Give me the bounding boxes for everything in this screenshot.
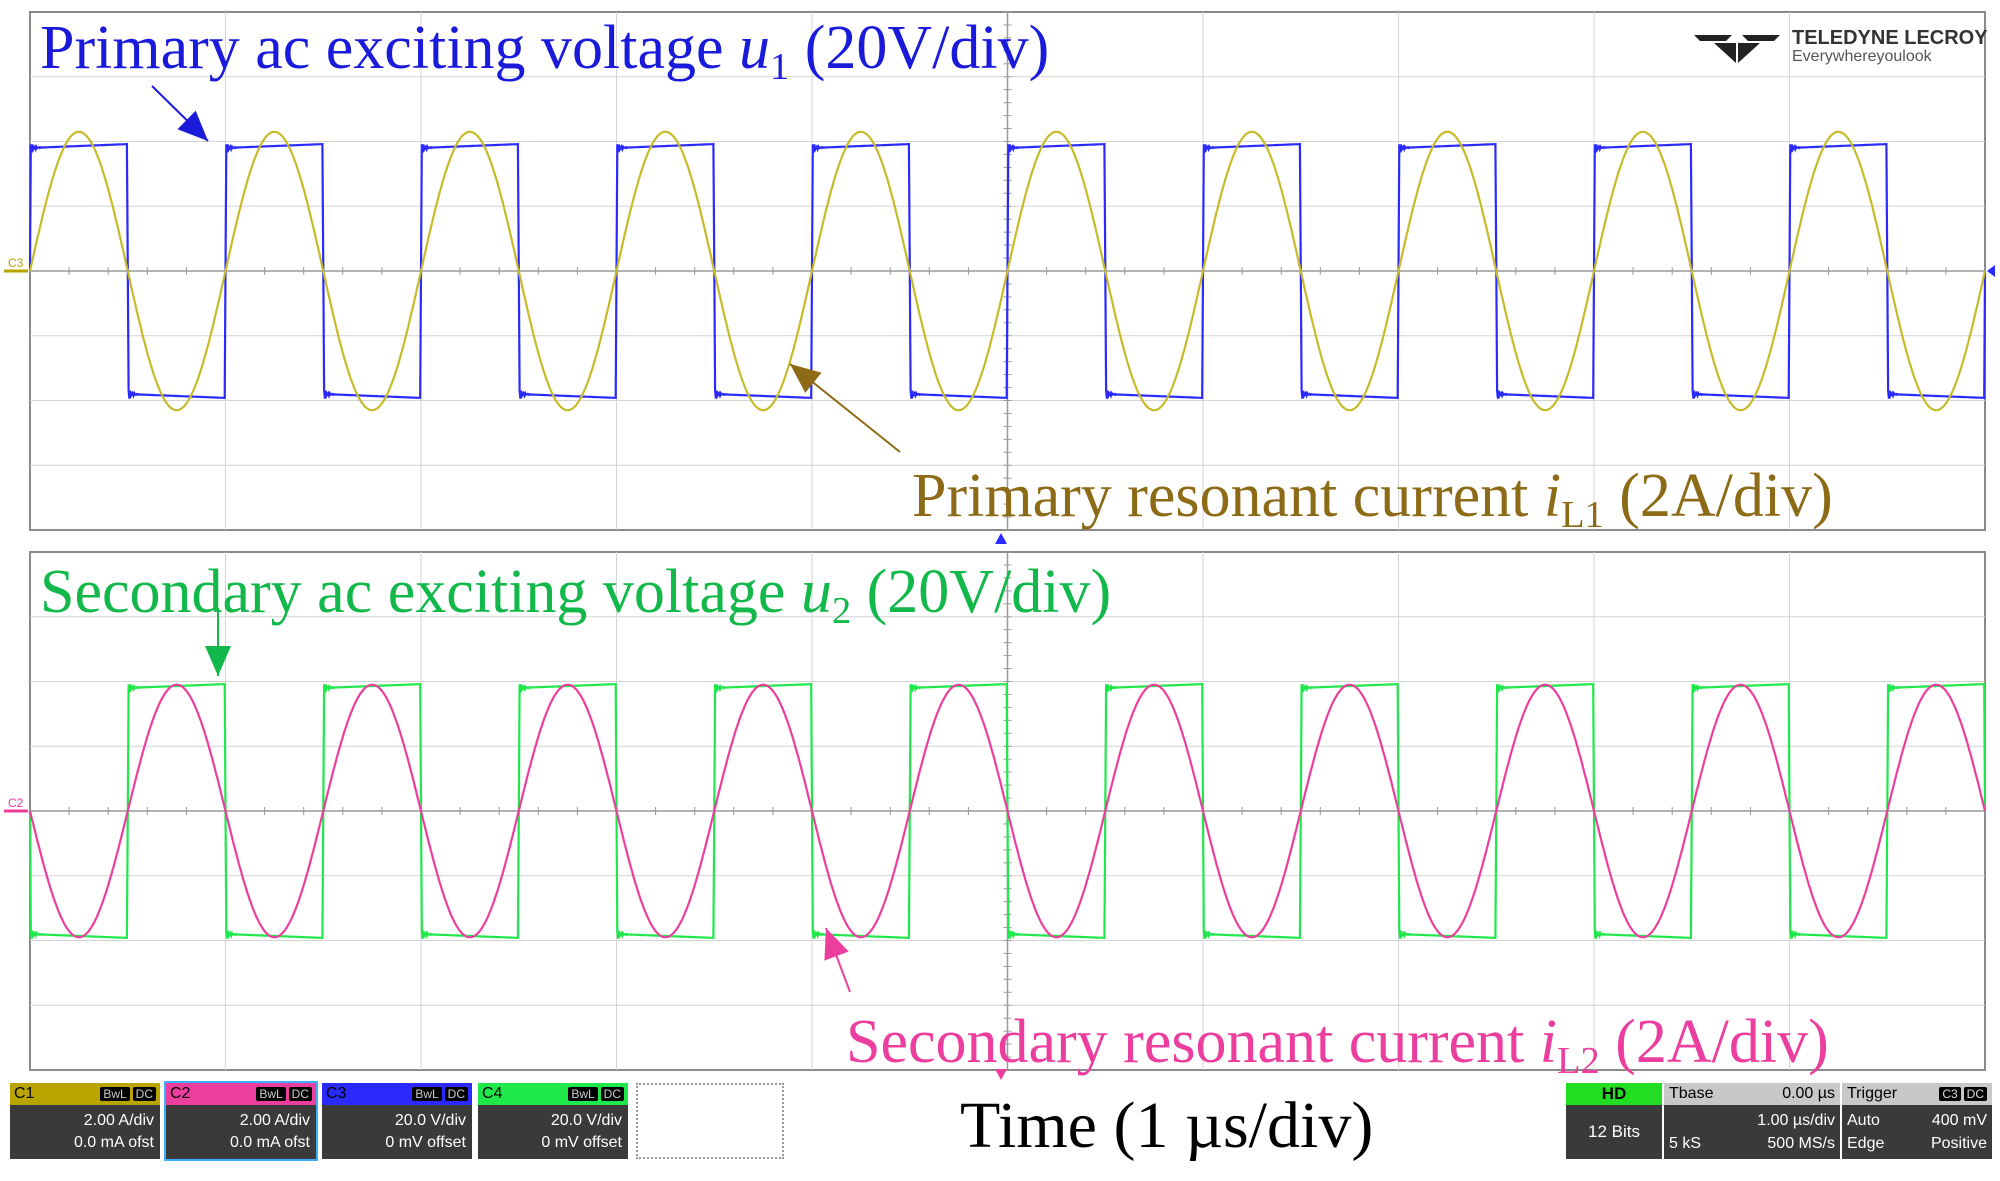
channel-tag: BwL (412, 1087, 442, 1101)
channel-box-c4[interactable]: C4 BwL DC 20.0 V/div 0 mV offset (478, 1083, 628, 1159)
channel-tag: BwL (568, 1087, 598, 1101)
channel-tag: DC (132, 1087, 156, 1101)
teledyne-lecroy-logo: TELEDYNE LECROY Everywhereyoulook (1692, 28, 1988, 66)
tbase-per-div: 1.00 µs/div (1757, 1112, 1835, 1129)
channel-settings: 20.0 V/div 0 mV offset (478, 1105, 628, 1159)
channel-settings: 2.00 A/div 0.0 mA ofst (166, 1105, 316, 1159)
series-trace-current (28, 683, 1987, 939)
trigger-slope: Positive (1930, 1135, 1987, 1152)
series-trace-current (28, 130, 1987, 412)
channel-box-c2[interactable]: C2 BwL DC 2.00 A/div 0.0 mA ofst (164, 1081, 318, 1161)
label-secondary-current: Secondary resonant current iL2 (2A/div) (846, 1008, 1829, 1082)
channel-box-c1[interactable]: C1 BwL DC 2.00 A/div 0.0 mA ofst (10, 1083, 160, 1159)
tbase-samples: 5 kS (1669, 1135, 1702, 1152)
trigger-position-marker (995, 533, 1007, 544)
timebase-box[interactable]: Tbase 0.00 µs 1.00 µs/div 5 kS 500 MS/s (1664, 1083, 1840, 1159)
channel-header: C4 BwL DC (478, 1083, 628, 1105)
channel-scale: 2.00 A/div (239, 1112, 310, 1129)
trigger-coupling-tag: DC (1963, 1087, 1987, 1101)
logo-brand-text: TELEDYNE LECROY (1792, 27, 1988, 49)
trigger-level-marker (1987, 265, 1995, 277)
channel-box-c3[interactable]: C3 BwL DC 20.0 V/div 0 mV offset (322, 1083, 472, 1159)
channel-tag: BwL (256, 1087, 286, 1101)
teledyne-logo-icon (1694, 35, 1780, 63)
channel-label: C1 (14, 1085, 35, 1102)
channel-scale: 20.0 V/div (394, 1112, 466, 1129)
lower-plot-panel: C2 (4, 551, 1987, 1071)
hd-label: HD (1566, 1083, 1662, 1105)
channel-settings: 20.0 V/div 0 mV offset (322, 1105, 472, 1159)
trigger-source-tag: C3 (1939, 1087, 1961, 1101)
empty-channel-slot[interactable] (636, 1083, 784, 1159)
channel-offset: 0 mV offset (385, 1134, 466, 1151)
channel-tag: DC (600, 1087, 624, 1101)
arrow-primary-voltage-head (177, 110, 208, 141)
channel-marker-label: C3 (8, 256, 24, 270)
label-primary-voltage: Primary ac exciting voltage u1 (20V/div) (40, 14, 1049, 88)
channel-offset: 0.0 mA ofst (73, 1134, 154, 1151)
arrow-secondary-current-head (824, 928, 849, 961)
annotations-layer: Primary ac exciting voltage u1 (20V/div)… (40, 14, 1833, 1082)
trigger-mode: Auto (1847, 1112, 1880, 1129)
trigger-label: Trigger (1847, 1085, 1898, 1102)
channel-marker-label: C2 (8, 796, 24, 810)
channel-scale: 2.00 A/div (83, 1112, 154, 1129)
channel-tag: DC (444, 1087, 468, 1101)
label-secondary-voltage: Secondary ac exciting voltage u2 (20V/di… (40, 558, 1111, 632)
channel-settings: 2.00 A/div 0.0 mA ofst (10, 1105, 160, 1159)
tbase-rate: 500 MS/s (1767, 1135, 1835, 1152)
channel-label: C2 (170, 1085, 191, 1102)
upper-plot-panel: C3 (4, 11, 1995, 531)
hd-status-box[interactable]: HD 12 Bits (1566, 1083, 1662, 1159)
logo-tagline-text: Everywhereyoulook (1792, 48, 1932, 65)
label-primary-current: Primary resonant current iL1 (2A/div) (912, 462, 1833, 536)
hd-bits: 12 Bits (1566, 1105, 1662, 1159)
tbase-delay: 0.00 µs (1782, 1085, 1835, 1102)
channel-scale: 20.0 V/div (550, 1112, 622, 1129)
channel-tag: DC (288, 1087, 312, 1101)
trigger-position-marker (995, 1069, 1007, 1080)
channel-header: C2 BwL DC (166, 1083, 316, 1105)
channel-offset: 0 mV offset (541, 1134, 622, 1151)
trigger-box[interactable]: Trigger C3 DC Auto 400 mV Edge Positive (1842, 1083, 1992, 1159)
channel-label: C3 (326, 1085, 347, 1102)
time-axis-label: Time (1 µs/div) (960, 1089, 1374, 1162)
arrow-primary-current-head (790, 364, 822, 393)
channel-label: C4 (482, 1085, 503, 1102)
trigger-level: 400 mV (1931, 1112, 1987, 1129)
arrow-secondary-voltage-head (205, 646, 231, 676)
trigger-type: Edge (1847, 1135, 1885, 1152)
channel-header: C3 BwL DC (322, 1083, 472, 1105)
channel-offset: 0.0 mA ofst (229, 1134, 310, 1151)
channel-tag: BwL (100, 1087, 130, 1101)
channel-header: C1 BwL DC (10, 1083, 160, 1105)
tbase-label: Tbase (1669, 1085, 1714, 1102)
